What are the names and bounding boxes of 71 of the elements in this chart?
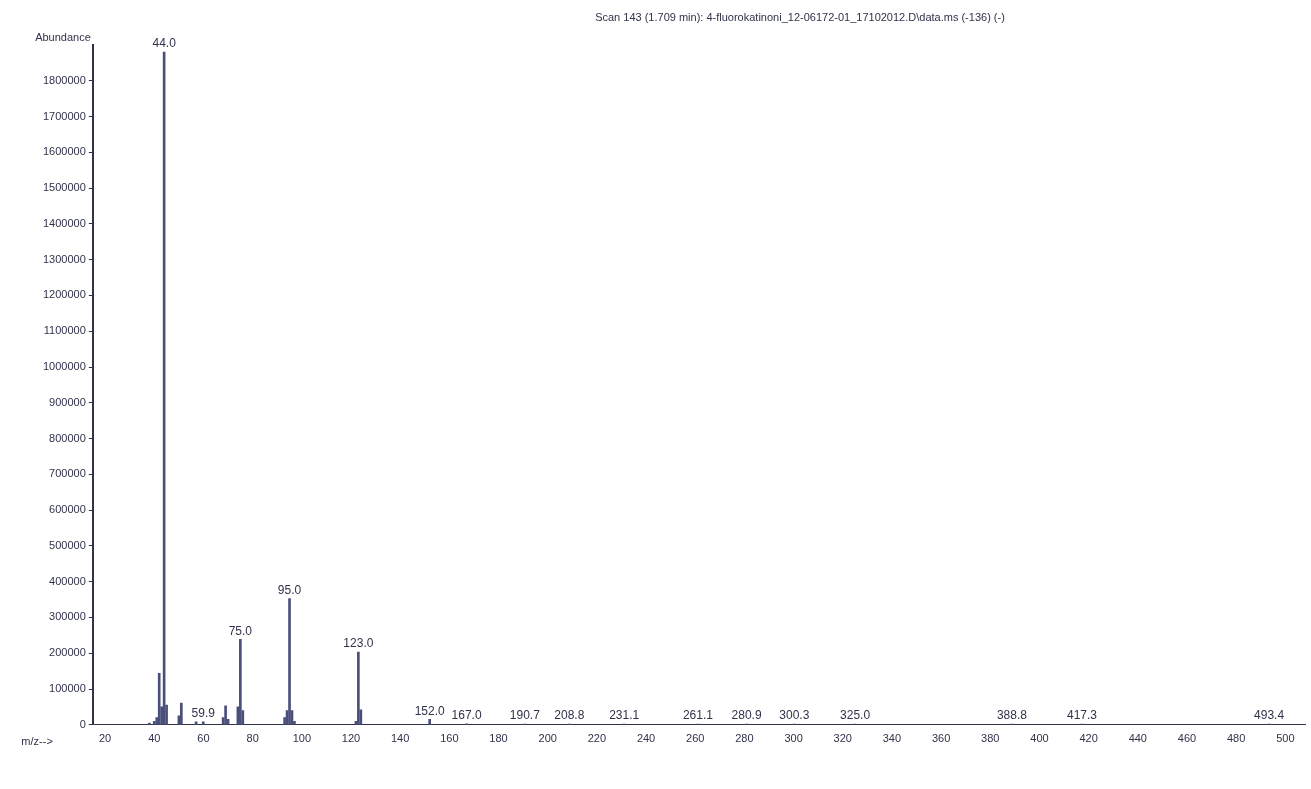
annotation: 95.0: [277, 582, 302, 597]
y-tick-label: 1000000: [43, 360, 86, 373]
x-tick-label: 220: [587, 732, 607, 745]
x-tick-label: 280: [735, 732, 754, 745]
x-tick-label: 120: [341, 732, 361, 745]
y-tick-label: 1800000: [43, 73, 86, 86]
annotation: 493.4: [1254, 708, 1285, 723]
x-tick-label: 400: [1030, 732, 1049, 745]
x-tick-label: 380: [981, 732, 1000, 745]
y-tick-label: 600000: [49, 503, 86, 516]
annotation: 208.8: [554, 708, 585, 723]
x-tick-label: 180: [489, 732, 508, 745]
bar: [288, 598, 291, 725]
y-tick-label: 1200000: [43, 288, 86, 301]
y-tick-label: 400000: [49, 574, 86, 587]
y-tick-label: 1600000: [43, 145, 86, 158]
x-tick-label: 160: [440, 732, 459, 745]
chart-title: Scan 143 (1.709 min): 4-fluorokatinoni_12-06172-01_17102012.D\data.ms (-136) (-): [595, 10, 1005, 23]
x-axis-title: m/z-->: [21, 735, 53, 748]
annotation: 417.3: [1066, 708, 1098, 723]
y-tick-label: 1100000: [43, 324, 86, 337]
x-tick-label: 320: [833, 732, 852, 745]
x-tick-label: 300: [784, 732, 803, 745]
x-tick-label: 460: [1177, 732, 1197, 745]
y-tick-label: 300000: [49, 610, 86, 623]
y-tick-label: 1400000: [43, 216, 86, 229]
x-tick-label: 140: [390, 732, 410, 745]
x-tick-label: 340: [882, 732, 902, 745]
bar: [224, 705, 227, 725]
bar: [157, 672, 161, 725]
x-tick-label: 20: [98, 732, 112, 745]
y-tick-label: 500000: [49, 538, 86, 551]
x-tick-label: 80: [246, 732, 259, 745]
annotation: 152.0: [414, 703, 446, 718]
y-tick-label: 900000: [49, 395, 86, 408]
annotation: 123.0: [343, 636, 374, 651]
x-tick-label: 260: [686, 732, 705, 745]
annotation: 44.0: [152, 36, 177, 51]
y-tick-label: 1700000: [43, 109, 86, 122]
y-tick-label: 1500000: [43, 181, 86, 194]
y-tick-label: 0: [79, 717, 86, 730]
x-tick-label: 40: [148, 732, 161, 745]
x-tick-label: 480: [1226, 732, 1246, 745]
x-tick-label: 360: [931, 732, 951, 745]
x-tick-label: 440: [1128, 732, 1147, 745]
x-tick-label: 60: [197, 732, 210, 745]
bar: [180, 702, 183, 725]
x-tick-label: 500: [1276, 732, 1295, 745]
annotation: 325.0: [840, 708, 871, 723]
annotation: 261.1: [682, 708, 714, 723]
annotation: 190.7: [509, 708, 541, 723]
annotation: 167.0: [451, 708, 482, 723]
x-tick-label: 240: [636, 732, 656, 745]
annotation: 75.0: [228, 623, 253, 638]
y-tick-label: 700000: [49, 467, 86, 480]
bar: [357, 651, 360, 725]
annotation: 388.8: [996, 708, 1028, 723]
annotation: 280.9: [731, 708, 762, 723]
x-tick-label: 200: [538, 732, 557, 745]
x-tick-label: 420: [1079, 732, 1098, 745]
bar: [239, 638, 242, 725]
y-tick-label: 200000: [49, 646, 86, 659]
y-tick-label: 100000: [49, 682, 86, 695]
y-tick-label: 1300000: [43, 252, 86, 265]
y-axis-title: Abundance: [35, 30, 91, 43]
annotation: 59.9: [191, 706, 216, 721]
x-tick-label: 100: [292, 732, 311, 745]
y-tick-label: 800000: [49, 431, 86, 444]
annotation: 231.1: [609, 708, 640, 723]
bar: [428, 719, 432, 725]
annotation: 300.3: [779, 708, 810, 723]
